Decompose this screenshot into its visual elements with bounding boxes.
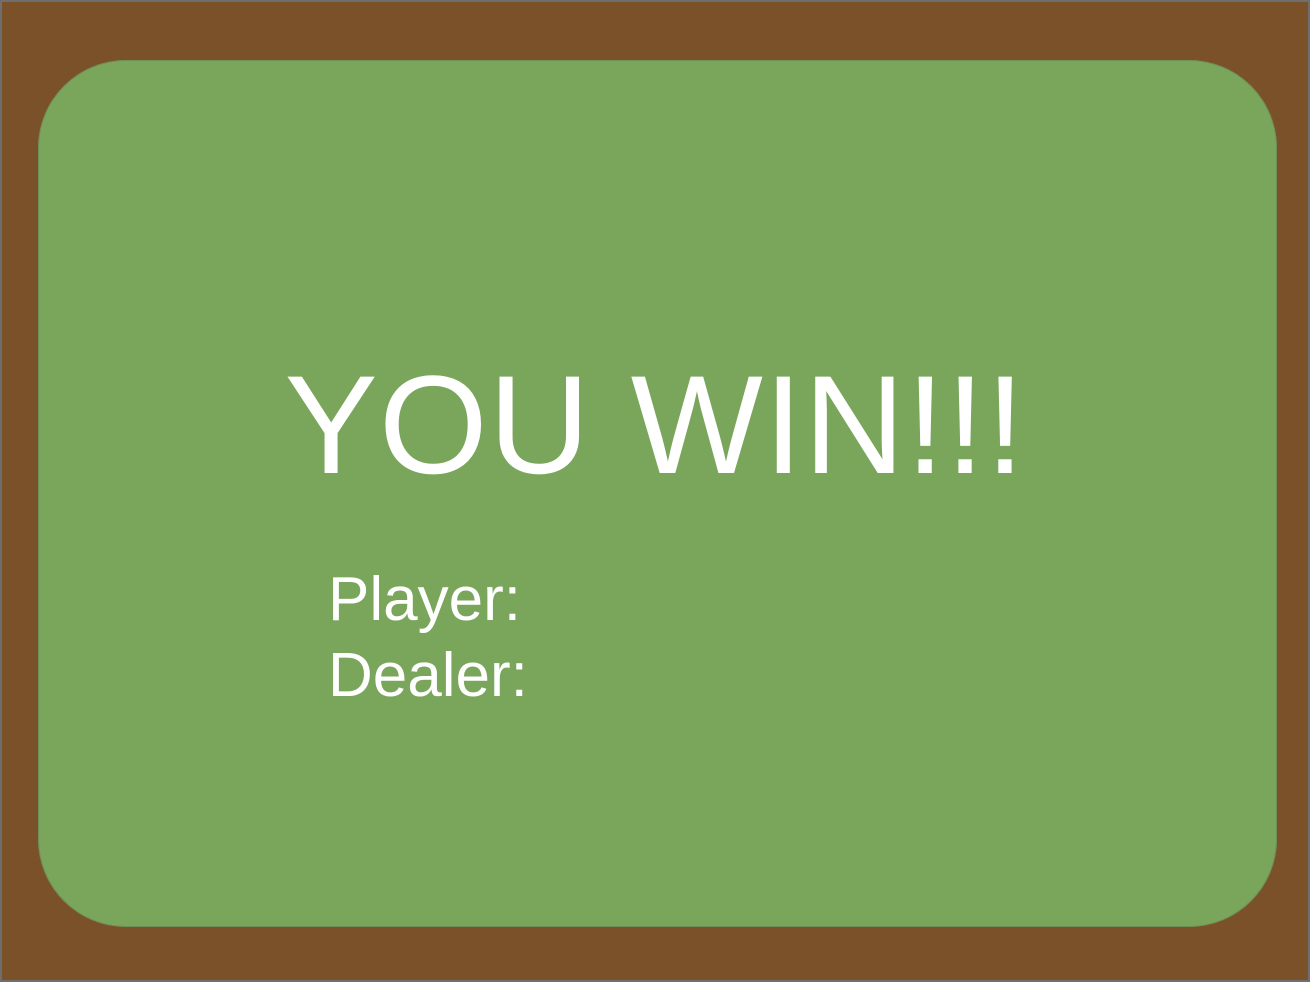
result-message: YOU WIN!!! [284, 346, 1026, 503]
table-felt [38, 60, 1277, 927]
score-panel: Player: Dealer: [328, 562, 528, 714]
dealer-score-label: Dealer: [328, 641, 528, 710]
player-score-label: Player: [328, 565, 521, 634]
